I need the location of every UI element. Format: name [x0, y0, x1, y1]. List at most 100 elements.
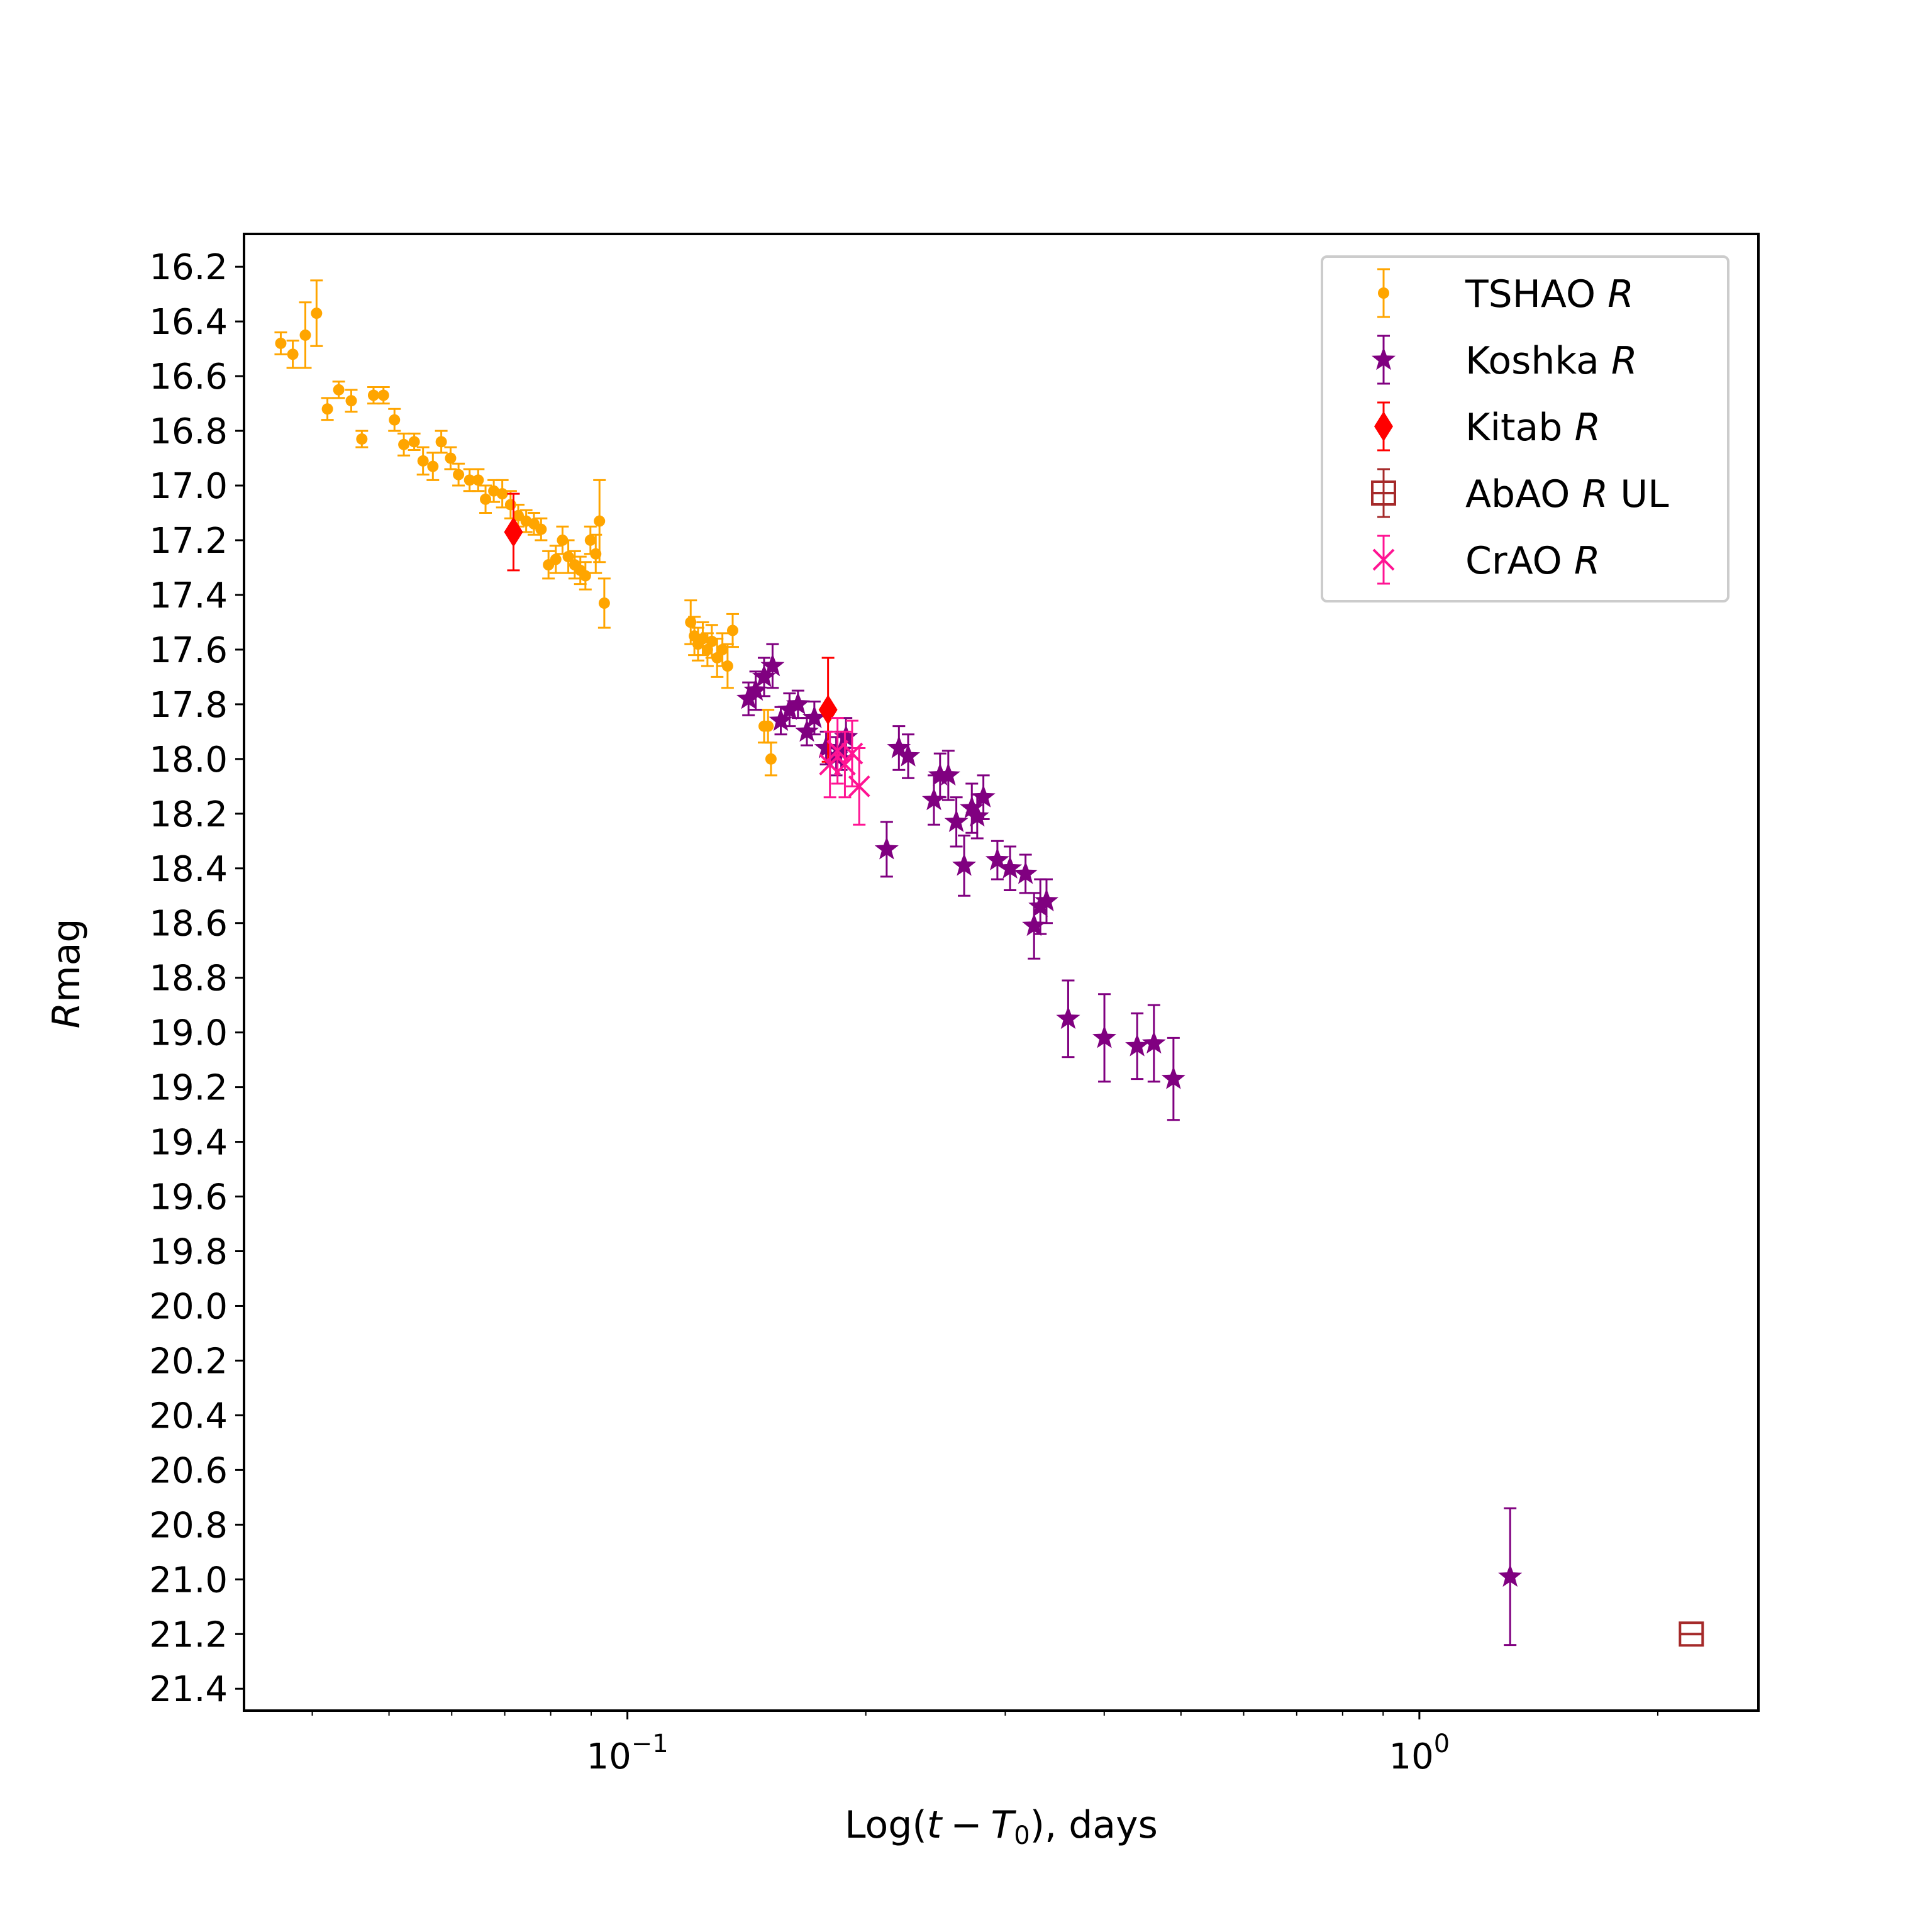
star-marker — [834, 724, 858, 748]
data-point — [726, 613, 739, 648]
data-point — [452, 462, 465, 487]
y-tick-label: 16.8 — [149, 411, 228, 452]
data-point — [274, 331, 287, 355]
data-point — [579, 561, 592, 591]
data-point — [848, 747, 870, 826]
star-marker — [1125, 1033, 1150, 1057]
data-point — [286, 340, 299, 369]
dot-marker — [333, 384, 345, 396]
y-axis: 16.2 16.4 16.6 16.8 17.0 17.2 17.4 17.6 17.8 18.0… — [149, 247, 244, 1710]
star-marker — [960, 796, 984, 819]
dot-marker — [721, 660, 733, 672]
dot-marker — [726, 625, 738, 636]
data-point — [535, 517, 548, 541]
data-point — [764, 741, 777, 777]
star-marker — [1035, 888, 1058, 912]
dot-marker — [321, 403, 333, 415]
dot-marker — [417, 455, 429, 467]
star-marker — [736, 686, 761, 709]
dot-marker — [445, 452, 457, 464]
legend-item-abao: AbAO R UL — [1371, 468, 1669, 518]
star-marker — [998, 855, 1023, 879]
data-point — [435, 430, 448, 454]
dot-marker — [711, 652, 723, 663]
star-marker — [887, 735, 911, 758]
dot-marker — [345, 395, 357, 407]
y-tick-label: 16.2 — [149, 247, 228, 288]
star-marker — [1161, 1066, 1185, 1089]
legend-item-crao: CrAO R — [1372, 535, 1601, 585]
y-tick-label: 17.4 — [149, 575, 228, 616]
dot-marker — [453, 469, 465, 480]
dot-marker — [299, 329, 311, 341]
y-tick-label: 21.0 — [149, 1560, 228, 1601]
diamond-marker — [504, 516, 523, 547]
data-point — [299, 301, 312, 369]
y-tick-label: 20.0 — [149, 1286, 228, 1327]
star-marker — [1028, 894, 1053, 917]
dot-marker — [496, 488, 508, 500]
star-marker — [1056, 1006, 1080, 1030]
star-marker — [829, 738, 853, 761]
data-point — [593, 479, 606, 564]
dot-marker — [389, 414, 401, 426]
y-tick-label: 20.8 — [149, 1505, 228, 1546]
star-marker — [952, 853, 977, 876]
data-point — [345, 389, 358, 413]
data-point — [802, 701, 826, 736]
data-point — [887, 725, 911, 771]
x-marker — [1372, 548, 1395, 571]
y-tick-label: 19.0 — [149, 1013, 228, 1054]
legend-item-koshka: Koshka R — [1372, 335, 1638, 385]
data-point — [944, 796, 969, 848]
data-point — [1125, 1012, 1150, 1080]
legend-item-tshao: TSHAO R — [1377, 268, 1634, 318]
data-point — [1161, 1036, 1185, 1121]
star-marker — [985, 847, 1009, 870]
dot-marker — [472, 474, 484, 486]
x-tick-label: 10−1 — [587, 1729, 669, 1777]
y-tick-label: 21.2 — [149, 1614, 228, 1655]
data-point — [1035, 878, 1058, 924]
plot-area — [274, 279, 1704, 1647]
series-abao — [1679, 1621, 1704, 1647]
dot-marker — [464, 474, 475, 486]
data-point — [1679, 1621, 1704, 1647]
data-point — [1056, 979, 1080, 1058]
data-point — [760, 643, 785, 689]
y-tick-label: 19.6 — [149, 1177, 228, 1218]
data-point — [377, 386, 390, 405]
star-marker — [944, 809, 969, 832]
star-marker — [743, 678, 768, 701]
dot-marker — [598, 597, 610, 609]
data-point — [416, 446, 430, 476]
dot-marker — [488, 485, 500, 497]
data-point — [711, 638, 724, 678]
dot-marker — [356, 433, 368, 445]
star-marker — [786, 691, 810, 715]
data-point — [998, 845, 1023, 892]
x-axis-label: Log(t − T0), days — [845, 1803, 1158, 1850]
x-marker — [848, 775, 870, 797]
star-marker — [814, 735, 838, 758]
data-point — [874, 821, 899, 878]
dot-marker — [562, 551, 574, 563]
y-tick-label: 20.2 — [149, 1341, 228, 1382]
y-tick-label: 19.8 — [149, 1232, 228, 1273]
data-point — [952, 835, 977, 897]
data-point — [597, 577, 611, 629]
data-point — [1498, 1507, 1523, 1646]
dot-marker — [1378, 287, 1389, 299]
data-point — [834, 730, 856, 799]
data-point — [985, 840, 1009, 880]
dot-marker — [550, 553, 562, 565]
star-marker — [752, 664, 776, 687]
y-tick-label: 16.4 — [149, 302, 228, 343]
legend-label: Koshka R — [1465, 339, 1638, 383]
data-point — [355, 430, 369, 448]
dot-marker — [275, 337, 287, 349]
star-marker — [795, 719, 819, 742]
star-marker — [1372, 347, 1396, 370]
dot-marker — [513, 509, 525, 521]
star-marker — [922, 787, 946, 811]
